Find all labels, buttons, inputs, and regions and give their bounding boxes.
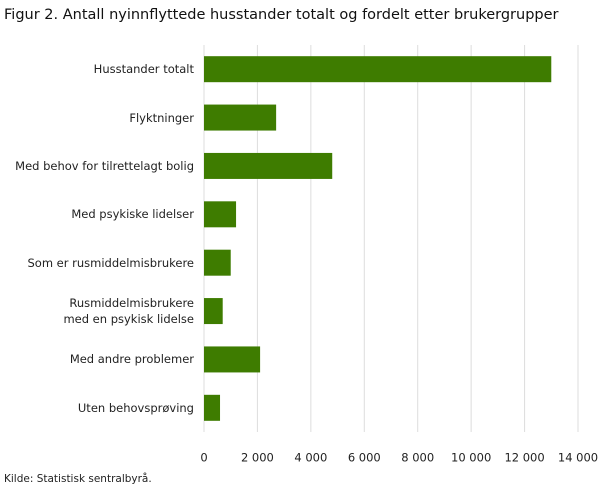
bar	[204, 56, 552, 83]
bar	[204, 394, 221, 421]
bar	[204, 152, 333, 179]
x-tick-label: 14 000	[558, 451, 598, 465]
x-tick-label: 10 000	[451, 451, 491, 465]
y-tick-label: Husstander totalt	[93, 62, 194, 77]
bar	[204, 298, 223, 325]
x-tick-label: 12 000	[504, 451, 544, 465]
y-tick-label: Med psykiske lidelser	[71, 207, 194, 222]
x-tick-label: 2 000	[241, 451, 274, 465]
bar	[204, 346, 261, 373]
y-tick-label: Med andre problemer	[69, 352, 194, 367]
bar	[204, 249, 231, 276]
y-tick-label: Uten behovsprøving	[77, 400, 194, 415]
y-tick-label: Med behov for tilrettelagt bolig	[15, 158, 194, 173]
bar	[204, 104, 277, 131]
y-tick-label: Flyktninger	[129, 110, 194, 125]
x-tick-label: 6 000	[348, 451, 381, 465]
x-tick-label: 8 000	[401, 451, 434, 465]
y-tick-label: Rusmiddelmisbrukere med en psykisk lidel…	[63, 296, 194, 327]
source-note: Kilde: Statistisk sentralbyrå.	[4, 473, 152, 485]
bar	[204, 201, 237, 228]
x-tick-label: 4 000	[294, 451, 327, 465]
chart-title: Figur 2. Antall nyinnflyttede husstander…	[4, 7, 559, 23]
x-tick-label: 0	[200, 451, 207, 465]
y-tick-label: Som er rusmiddelmisbrukere	[27, 255, 194, 270]
